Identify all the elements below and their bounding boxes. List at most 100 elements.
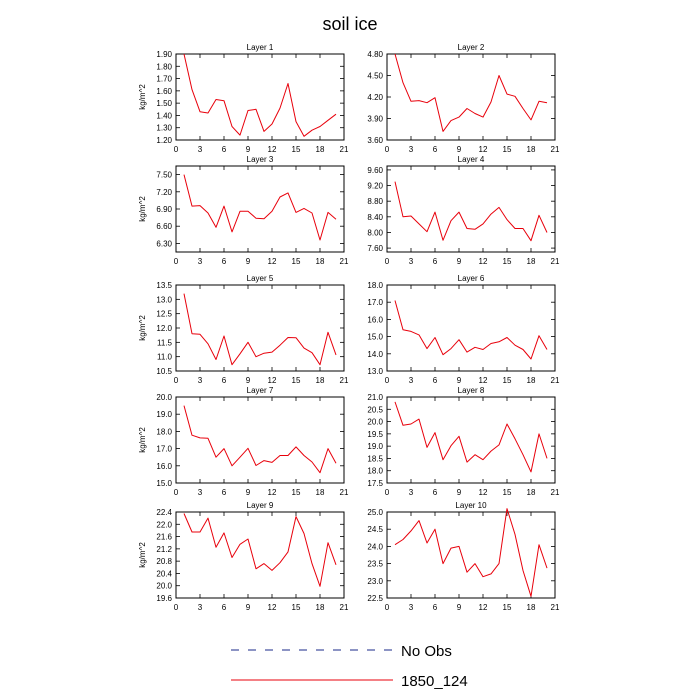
x-tick-label: 21	[551, 376, 560, 385]
y-tick-label: 20.0	[156, 393, 172, 402]
x-tick-label: 0	[385, 488, 390, 497]
plot-frame	[175, 284, 345, 372]
x-tick-label: 3	[198, 145, 203, 154]
y-tick-label: 1.80	[156, 62, 172, 71]
x-tick-label: 3	[409, 603, 414, 612]
x-tick-label: 12	[479, 488, 488, 497]
x-tick-label: 18	[527, 145, 536, 154]
y-tick-label: 3.60	[367, 136, 383, 145]
legend-label-1850-124: 1850_124	[401, 673, 468, 690]
y-tick-label: 1.70	[156, 75, 172, 84]
x-tick-label: 0	[174, 257, 179, 266]
y-tick-label: 7.60	[367, 244, 383, 253]
x-tick-label: 9	[457, 257, 462, 266]
x-tick-label: 9	[246, 257, 251, 266]
panel-title: Layer 5	[247, 274, 274, 283]
y-axis-label: kg/m^2	[138, 427, 147, 453]
y-tick-label: 23.5	[367, 560, 383, 569]
panel-title: Layer 9	[247, 501, 274, 510]
x-tick-label: 18	[316, 257, 325, 266]
y-tick-label: 22.0	[156, 520, 172, 529]
series-line	[183, 513, 337, 587]
series-line	[394, 401, 548, 473]
y-tick-label: 4.50	[367, 72, 383, 81]
x-tick-label: 21	[340, 145, 349, 154]
x-tick-label: 15	[503, 145, 512, 154]
x-tick-label: 15	[503, 257, 512, 266]
x-tick-label: 18	[316, 376, 325, 385]
y-tick-label: 16.0	[156, 462, 172, 471]
x-tick-label: 6	[222, 376, 227, 385]
plot-frame	[386, 284, 556, 372]
y-tick-label: 22.5	[367, 594, 383, 603]
panel-title: Layer 2	[458, 43, 485, 52]
series-line	[394, 53, 548, 132]
chart-panel-3: Layer 3 0 3 6 9 12 15 18 21 6.30 6.60 6.90 7.20 7.50 k…	[138, 155, 349, 266]
x-tick-label: 15	[292, 376, 301, 385]
y-tick-label: 18.0	[156, 427, 172, 436]
x-tick-label: 6	[433, 488, 438, 497]
y-axis-label: kg/m^2	[138, 315, 147, 341]
y-tick-label: 18.0	[367, 281, 383, 290]
y-tick-label: 20.4	[156, 569, 172, 578]
x-tick-label: 15	[503, 603, 512, 612]
x-tick-label: 9	[457, 488, 462, 497]
series-line	[183, 293, 337, 366]
plot-frame	[386, 53, 556, 141]
y-tick-label: 15.0	[156, 479, 172, 488]
x-tick-label: 21	[551, 257, 560, 266]
x-tick-label: 6	[433, 145, 438, 154]
series-line	[394, 300, 548, 360]
y-tick-label: 14.0	[367, 350, 383, 359]
y-tick-label: 8.80	[367, 197, 383, 206]
x-tick-label: 9	[246, 376, 251, 385]
y-tick-label: 11.0	[157, 353, 173, 362]
y-tick-label: 12.5	[156, 310, 172, 319]
x-tick-label: 9	[457, 603, 462, 612]
y-tick-label: 17.5	[367, 479, 383, 488]
y-tick-label: 17.0	[367, 298, 383, 307]
panel-title: Layer 4	[458, 155, 485, 164]
x-tick-label: 12	[268, 376, 277, 385]
x-tick-label: 15	[292, 145, 301, 154]
panel-title: Layer 3	[247, 155, 274, 164]
x-tick-label: 3	[198, 376, 203, 385]
x-tick-label: 18	[527, 376, 536, 385]
x-tick-label: 12	[479, 257, 488, 266]
series-line	[183, 174, 337, 241]
x-tick-label: 18	[527, 488, 536, 497]
x-tick-label: 12	[479, 145, 488, 154]
panel-title: Layer 6	[458, 274, 485, 283]
x-tick-label: 6	[433, 603, 438, 612]
x-tick-label: 3	[409, 488, 414, 497]
y-tick-label: 11.5	[157, 338, 173, 347]
y-tick-label: 20.0	[156, 582, 172, 591]
x-tick-label: 12	[268, 603, 277, 612]
x-tick-label: 15	[292, 488, 301, 497]
chart-panel-2: Layer 2 0 3 6 9 12 15 18 21 3.60 3.90 4.20 4.50 4.80	[367, 43, 560, 154]
panel-title: Layer 1	[247, 43, 274, 52]
chart-panel-5: Layer 5 0 3 6 9 12 15 18 21 10.5 11.0 11.5 12.0 12.5 1…	[138, 274, 349, 385]
x-tick-label: 3	[409, 257, 414, 266]
plot-frame	[175, 396, 345, 484]
y-axis-label: kg/m^2	[138, 84, 147, 110]
y-tick-label: 24.5	[367, 525, 383, 534]
y-tick-label: 20.0	[367, 418, 383, 427]
chart-panels: Layer 10 3 6 9 12 15 18 211.201.301.401.501.601…	[138, 43, 560, 612]
y-tick-label: 19.0	[156, 410, 172, 419]
plot-frame	[386, 396, 556, 484]
series-line	[183, 53, 337, 137]
x-tick-label: 9	[457, 145, 462, 154]
x-tick-label: 15	[503, 488, 512, 497]
y-tick-label: 6.60	[156, 222, 172, 231]
y-tick-label: 20.5	[367, 405, 383, 414]
x-tick-label: 6	[433, 376, 438, 385]
x-tick-label: 0	[385, 603, 390, 612]
x-tick-label: 18	[316, 603, 325, 612]
chart-panel-10: Layer 10 0 3 6 9 12 15 18 21 22.5 23.0 23.5 24.0 24.5…	[367, 501, 560, 612]
y-axis-label: kg/m^2	[138, 542, 147, 568]
x-tick-label: 0	[174, 145, 179, 154]
x-tick-label: 6	[222, 488, 227, 497]
y-tick-label: 22.4	[156, 508, 172, 517]
